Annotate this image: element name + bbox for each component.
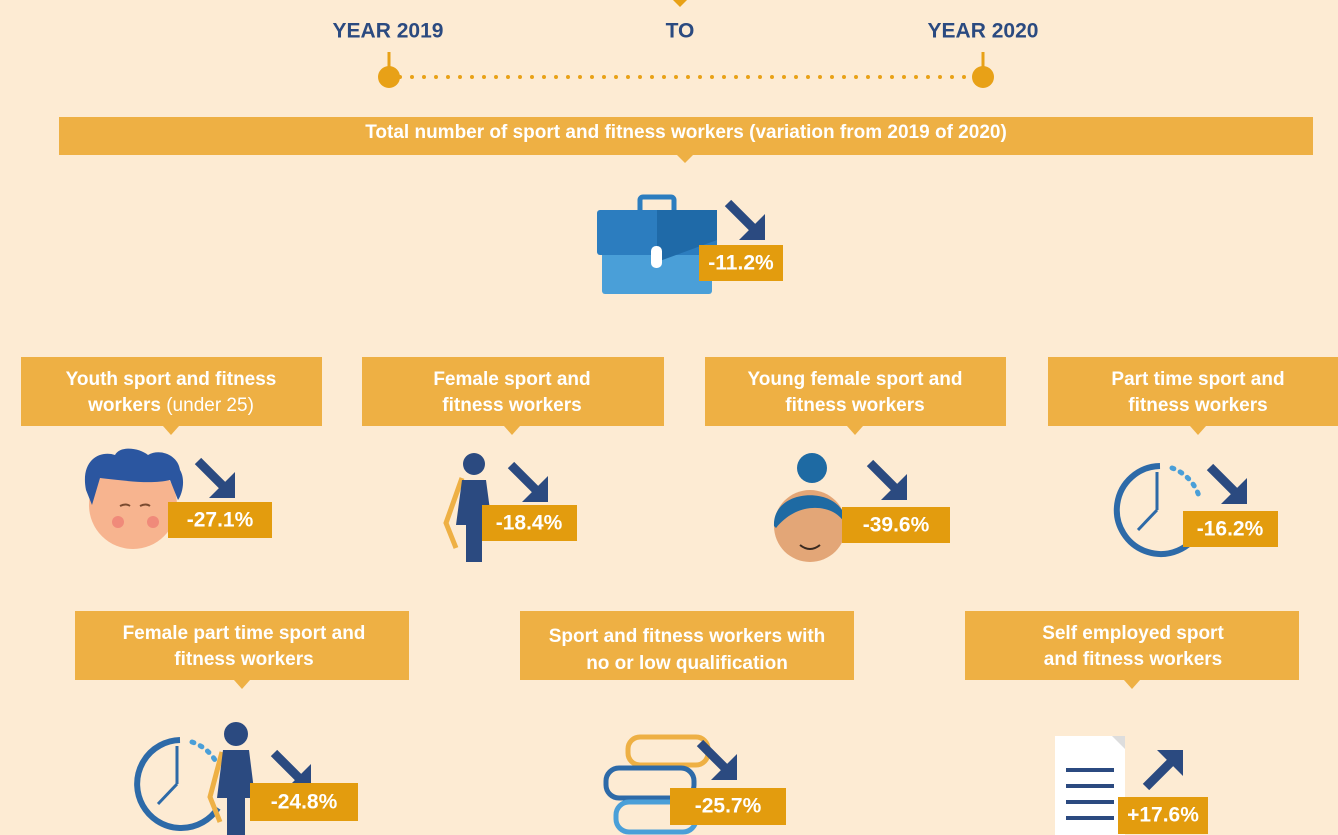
pointer: [163, 426, 179, 435]
item-label: workers (under 25): [87, 395, 254, 416]
value-box: [1118, 797, 1208, 834]
arrow-down: [866, 459, 907, 500]
item-value: -27.1%: [187, 509, 254, 532]
label-box: [705, 357, 1006, 426]
item-label: Sport and fitness workers with: [549, 626, 826, 647]
value-box: [670, 788, 786, 825]
item-label: Part time sport and: [1111, 369, 1284, 390]
main-title: Total number of sport and fitness worker…: [365, 122, 1007, 143]
value-box: [250, 783, 358, 821]
dot: [972, 66, 994, 88]
label-box: [75, 611, 409, 680]
arrow-down: [507, 461, 548, 502]
item-value: -25.7%: [695, 795, 762, 818]
item-label: and fitness workers: [1044, 649, 1222, 670]
pointer: [673, 0, 687, 7]
label-box: [21, 357, 322, 426]
value-box: [1183, 511, 1278, 547]
clock-female-icon: [134, 722, 255, 835]
label-box: [965, 611, 1299, 680]
item-label: Female part time sport and: [123, 623, 366, 644]
arrow-up: [1142, 750, 1183, 791]
pointer: [234, 680, 250, 689]
arrow-down: [696, 739, 737, 780]
pointer: [1190, 426, 1206, 435]
item-note: (under 25): [166, 395, 254, 416]
item-label: fitness workers: [442, 395, 581, 416]
value-box: [168, 502, 272, 538]
pointer: [677, 155, 693, 163]
timeline-end: YEAR 2020: [928, 20, 1039, 43]
value-box: [842, 507, 950, 543]
label-box: [1048, 357, 1338, 426]
item-label: fitness workers: [174, 649, 313, 670]
item-label: Young female sport and: [747, 369, 962, 390]
item-label: Self employed sport: [1042, 623, 1224, 644]
timeline-start: YEAR 2019: [333, 20, 444, 43]
pointer: [847, 426, 863, 435]
arrow-down: [724, 199, 765, 240]
timeline-middle: TO: [666, 20, 695, 43]
briefcase-icon: [597, 194, 717, 294]
item-label: Female sport and: [433, 369, 590, 390]
value-box: [482, 505, 577, 541]
item-value: -18.4%: [496, 512, 563, 535]
item-value: -39.6%: [863, 514, 930, 537]
pointer: [1124, 680, 1140, 689]
label-box: [362, 357, 664, 426]
main-value: -11.2%: [708, 252, 774, 275]
arrow-down: [1206, 463, 1247, 504]
main-banner: [59, 117, 1313, 155]
item-value: -24.8%: [271, 791, 338, 814]
item-label: workers: [87, 395, 161, 416]
item-label: fitness workers: [1128, 395, 1267, 416]
female-icon: [443, 453, 492, 562]
item-value: +17.6%: [1127, 804, 1199, 827]
young-female-icon: [773, 453, 847, 562]
dot: [378, 66, 400, 88]
item-label: no or low qualification: [586, 653, 788, 674]
clock-icon: [1113, 463, 1203, 557]
pointer: [504, 426, 520, 435]
item-label: Youth sport and fitness: [66, 369, 277, 390]
item-label: fitness workers: [785, 395, 924, 416]
document-icon: [1055, 736, 1125, 835]
value-box: [699, 245, 783, 281]
youth-icon: [84, 448, 184, 549]
item-value: -16.2%: [1197, 518, 1264, 541]
arrow-down: [194, 457, 235, 498]
label-box: [520, 611, 854, 680]
